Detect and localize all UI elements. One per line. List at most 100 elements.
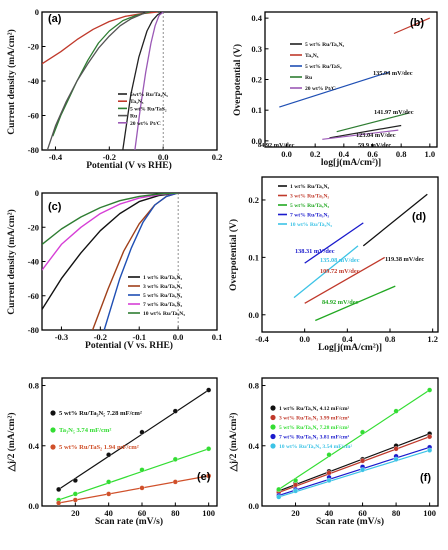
series-5 <box>293 245 359 299</box>
series-2 <box>304 256 386 304</box>
legend-label: 10 wt% Ru/Ta₃N₅ 3.54 mF/cm² <box>279 444 352 450</box>
data-point <box>172 408 178 414</box>
slope-annotation: 138.31 mV/dec <box>295 248 335 255</box>
legend-marker <box>50 444 56 450</box>
y-axis-title: Current density (mA/cm²) <box>6 209 17 315</box>
legend-marker <box>270 443 276 449</box>
legend-marker <box>50 427 56 433</box>
data-point <box>393 456 399 462</box>
series-fit-line <box>278 449 430 498</box>
y-tick-label: 0.0 <box>28 501 39 511</box>
y-tick-label: -20 <box>28 222 39 232</box>
series-1 <box>362 193 428 247</box>
series-3 <box>315 285 396 322</box>
y-tick-label: 0.2 <box>251 75 262 85</box>
series-line <box>329 124 402 139</box>
legend-label: 5 wt% Ru/Ta₃N₅ <box>305 42 345 48</box>
y-tick-label: 0.4 <box>248 441 259 451</box>
legend-marker <box>50 410 56 416</box>
legend-entry: Ta₃N₅ <box>118 99 144 105</box>
y-tick-label: -40 <box>28 257 39 267</box>
data-point <box>106 452 112 458</box>
legend-label: 5 wt% Ru/TaS₂ <box>130 106 167 112</box>
x-axis-title: Potential (V vs RHE) <box>86 160 172 171</box>
series-fit-line <box>278 389 430 490</box>
legend-entry: 10 wt% Ru/Ta₃N₅ <box>128 311 185 317</box>
series-1 <box>329 124 402 139</box>
legend-label: Ta₃N₅ <box>130 99 144 105</box>
series-3 <box>56 473 212 506</box>
legend-entry: Ta₃N₅ <box>290 53 319 59</box>
series-line <box>103 193 179 330</box>
x-tick-label: -0.2 <box>94 332 107 342</box>
series-line <box>42 193 179 271</box>
panel-label: (b) <box>410 17 424 29</box>
legend-label: 20 wt% Pt/C <box>305 86 336 92</box>
x-tick-label: 20 <box>291 508 300 518</box>
data-point <box>326 452 332 458</box>
data-point <box>292 482 299 488</box>
panel-label: (d) <box>412 211 426 223</box>
plot-frame <box>41 11 218 151</box>
x-tick-label: 1.0 <box>425 149 436 159</box>
x-tick-label: 0.2 <box>212 152 223 162</box>
legend-entry: 5 wt% Ru/TaS₂ <box>290 64 342 70</box>
series-3 <box>276 387 433 492</box>
x-tick-label: 0.4 <box>342 334 353 344</box>
y-tick-label: 0.1 <box>251 105 262 115</box>
data-point <box>106 491 112 497</box>
legend-entry: 5wt% Ru/Ta₃N₅ <box>118 92 168 98</box>
plot-frame <box>261 377 439 507</box>
slope-annotation: 123.04 mV/dec <box>356 132 396 139</box>
legend-label: 10 wt% Ru/Ta₃N₅ <box>143 311 185 317</box>
data-point <box>276 486 282 492</box>
series-line <box>304 222 364 264</box>
legend-entry: 20 wt% Pt/C <box>290 86 336 92</box>
data-point <box>427 387 433 393</box>
data-point <box>326 477 332 483</box>
series-line <box>46 12 148 150</box>
series-fit-line <box>278 433 430 492</box>
series-4 <box>304 222 364 264</box>
data-point <box>139 485 145 491</box>
data-point <box>56 486 62 492</box>
legend-label: 3 wt% Ru/Ta₃N₅ <box>290 194 330 200</box>
series-2 <box>56 446 212 503</box>
series-1 <box>56 387 212 492</box>
y-tick-label: 0.4 <box>28 441 39 451</box>
legend-label: Ta₃N₅ <box>305 53 319 59</box>
y-tick-label: -60 <box>28 291 39 301</box>
series-line <box>304 256 386 304</box>
legend-entry: 1 wt% Ru/Ta₃N₅ <box>278 184 330 190</box>
panel-f: 20 40 60 80 100 0.0 0.4 0.8 Scan rate (mV/s) △j/2… <box>228 377 439 527</box>
legend-entry: 5 wt% Ru/Ta₃N₅ <box>278 203 330 209</box>
series-line <box>393 17 431 35</box>
panel-label: (e) <box>197 471 211 483</box>
legend-label: 5 wt% Ru/TaS₂ 1.94 mF/cm² <box>59 444 139 451</box>
y-axis-title: Current density (mA/cm²) <box>6 29 17 135</box>
x-tick-label: 40 <box>104 508 113 518</box>
panel-label: (c) <box>48 201 62 213</box>
y-tick-label: 0.0 <box>248 310 259 320</box>
series-4 <box>46 12 148 150</box>
series-line <box>322 129 399 140</box>
x-tick-label: 0.2 <box>310 149 321 159</box>
data-point <box>139 429 145 435</box>
x-axis-title: Log[j(mA/cm²)] <box>318 342 382 353</box>
series-3 <box>103 193 179 330</box>
y-tick-label: 0.3 <box>251 44 262 54</box>
slope-annotation: 119.38 mV/dec <box>385 256 424 263</box>
legend-label: 1 wt% Ru/Ta₃N₅ 4.12 mF/cm² <box>279 406 350 412</box>
y-tick-label: 0.4 <box>251 13 262 23</box>
panel-a: -0.4 -0.2 0.0 0.2 0 -20 -40 -60 -80 Potential (V … <box>6 7 222 171</box>
series-3 <box>52 12 150 137</box>
x-tick-label: 0.4 <box>339 149 350 159</box>
y-axis-title: Overpotential (V) <box>228 219 239 291</box>
series-fit-line <box>58 475 209 504</box>
legend-entry: 5 wt% Ru/TaS₂ 1.94 mF/cm² <box>50 444 139 451</box>
plot-frame <box>41 377 218 507</box>
legend-entry: 7 wt% Ru/Ta₃N₅ 3.81 mF/cm² <box>270 433 350 441</box>
slope-annotation: 135.94 mV/dec <box>373 70 413 77</box>
legend-entry: 5 wt% Ru/Ta₃N₅ 7.28 mF/cm² <box>270 424 350 431</box>
legend-entry: 20 wt% Pt/C <box>118 121 161 127</box>
